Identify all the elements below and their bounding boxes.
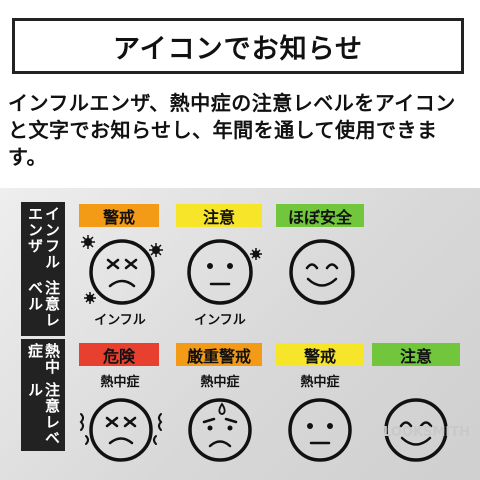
intro-text: インフルエンザ、熱中症の注意レベルをアイコンと文字でお知らせし、年間を通して使用… bbox=[8, 91, 456, 169]
page-title: アイコンでお知らせ bbox=[12, 18, 464, 74]
influenza-badge-warning: 警戒 bbox=[79, 204, 159, 227]
x-eyes-distressed-face-icon bbox=[79, 398, 163, 462]
influenza-level-label: インフルエンザ 注意レベル bbox=[21, 202, 65, 336]
smile-face-icon bbox=[384, 398, 448, 462]
heatstroke-badge-warning: 警戒 bbox=[276, 343, 364, 366]
x-eyes-sad-face-icon bbox=[81, 235, 163, 305]
heatstroke-badge-severe: 厳重警戒 bbox=[176, 343, 262, 366]
watermark: LOOKSMITH bbox=[383, 425, 470, 440]
sweat-drop-icon bbox=[218, 402, 226, 415]
heatstroke-caption-danger: 熱中症 bbox=[100, 375, 140, 390]
influenza-label-line2: 注意レベル bbox=[26, 279, 61, 328]
influenza-caption-caution: インフル bbox=[194, 313, 246, 328]
heatstroke-label-line1: 熱中症 bbox=[26, 343, 61, 375]
neutral-face-icon bbox=[288, 398, 352, 462]
heatstroke-label-line2: 注意レベル bbox=[26, 382, 61, 446]
germ-icon bbox=[81, 235, 163, 304]
heatstroke-badge-danger: 危険 bbox=[79, 343, 159, 366]
heatstroke-badge-caution: 注意 bbox=[372, 343, 460, 366]
heat-wave-icon bbox=[79, 413, 163, 445]
heatstroke-caption-severe: 熱中症 bbox=[200, 375, 240, 390]
influenza-badge-caution: 注意 bbox=[176, 204, 262, 227]
worried-face-icon bbox=[188, 398, 252, 462]
heatstroke-caption-warning: 熱中症 bbox=[300, 375, 340, 390]
neutral-face-icon bbox=[187, 239, 262, 305]
level-panel: インフルエンザ 注意レベル 警戒 注意 ほぼ安全 インフル インフル 熱中症 注… bbox=[0, 188, 480, 480]
heatstroke-level-label: 熱中症 注意レベル bbox=[21, 339, 65, 451]
influenza-badge-safe: ほぼ安全 bbox=[276, 204, 364, 227]
germ-icon bbox=[250, 248, 262, 260]
smile-face-icon bbox=[289, 239, 355, 305]
influenza-caption-warning: インフル bbox=[94, 313, 146, 328]
influenza-label-line1: インフルエンザ bbox=[26, 206, 61, 270]
